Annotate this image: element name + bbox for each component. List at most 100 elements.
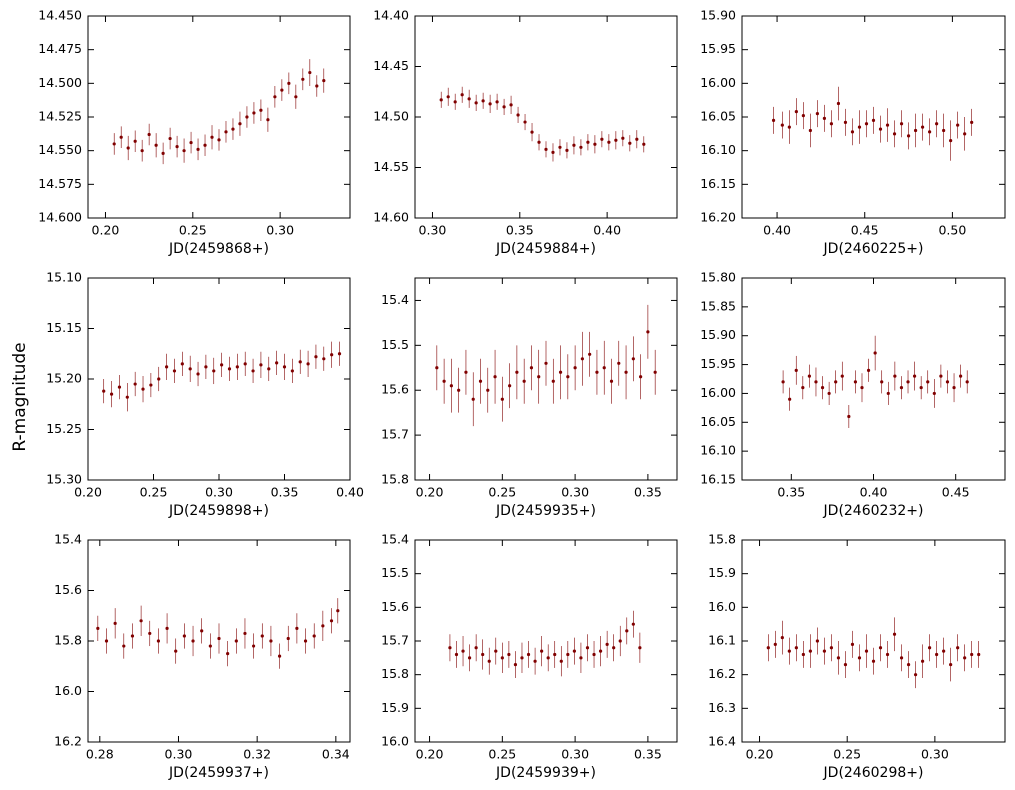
y-tick-label: 16.4 xyxy=(708,734,736,749)
axes-frame xyxy=(741,539,1006,743)
data-point xyxy=(306,362,310,366)
data-point xyxy=(234,639,238,643)
data-point xyxy=(165,365,169,369)
y-tick-label: 16.10 xyxy=(700,443,736,458)
x-tick-label: 0.35 xyxy=(506,223,534,238)
data-point xyxy=(544,361,548,365)
data-point xyxy=(566,375,570,379)
data-point xyxy=(449,384,453,388)
y-tick-label: 15.9 xyxy=(381,700,409,715)
data-point xyxy=(217,636,221,641)
x-tick-label: 0.40 xyxy=(763,223,791,238)
data-point xyxy=(282,365,287,369)
y-tick-label: 14.575 xyxy=(38,176,82,191)
data-point xyxy=(329,619,334,623)
y-tick-label: 15.8 xyxy=(381,666,409,681)
data-point xyxy=(290,369,294,373)
y-tick-label: 15.4 xyxy=(54,532,82,547)
data-point xyxy=(147,132,151,137)
data-point xyxy=(295,626,299,630)
data-point xyxy=(303,639,308,643)
data-point xyxy=(251,369,255,373)
data-point xyxy=(204,365,208,369)
axes-frame xyxy=(87,15,351,219)
data-point xyxy=(161,151,165,155)
data-point xyxy=(638,646,642,650)
data-point xyxy=(508,384,512,388)
data-point xyxy=(906,662,911,667)
data-point xyxy=(448,646,452,650)
data-point xyxy=(126,146,130,150)
y-tick-label: 14.50 xyxy=(373,109,409,124)
data-point xyxy=(766,646,770,650)
data-point xyxy=(843,120,848,124)
data-point xyxy=(773,642,777,646)
data-point xyxy=(530,130,534,134)
data-point xyxy=(238,122,242,126)
x-axis-label: JD(2460225+) xyxy=(823,241,924,257)
data-point xyxy=(906,380,910,384)
data-point xyxy=(565,148,569,152)
data-point xyxy=(544,147,548,151)
y-tick-label: 16.0 xyxy=(381,734,409,749)
data-point xyxy=(442,379,446,383)
data-point xyxy=(573,366,577,370)
data-point xyxy=(932,391,936,396)
data-point xyxy=(217,138,221,142)
y-tick-label: 15.4 xyxy=(381,532,409,547)
y-tick-label: 15.8 xyxy=(381,472,409,487)
data-point xyxy=(787,649,791,653)
data-point xyxy=(533,659,537,663)
data-point xyxy=(624,370,628,374)
data-point xyxy=(942,128,946,133)
data-point xyxy=(588,352,592,356)
data-point xyxy=(808,649,812,653)
data-point xyxy=(607,140,611,144)
data-point xyxy=(273,95,277,99)
data-point xyxy=(836,101,841,106)
data-point xyxy=(860,386,864,390)
data-point xyxy=(598,649,603,653)
data-point xyxy=(500,397,504,401)
data-point xyxy=(808,128,812,133)
data-point xyxy=(259,363,263,367)
data-point xyxy=(140,149,144,153)
x-tick-label: 0.20 xyxy=(92,223,120,238)
x-tick-label: 0.40 xyxy=(593,223,621,238)
data-point xyxy=(850,642,855,646)
data-point xyxy=(471,397,475,401)
data-point xyxy=(252,644,256,648)
data-point xyxy=(467,656,472,660)
data-point xyxy=(801,652,805,657)
y-tick-label: 15.7 xyxy=(381,633,409,648)
y-tick-label: 15.90 xyxy=(700,8,736,23)
data-point xyxy=(558,370,563,374)
data-point xyxy=(892,632,897,636)
data-point xyxy=(970,120,974,124)
data-point xyxy=(96,626,100,630)
x-axis-label: JD(2459939+) xyxy=(495,765,596,781)
x-tick-label: 0.35 xyxy=(777,485,805,500)
x-axis-label: JD(2459868+) xyxy=(168,241,269,257)
data-point xyxy=(913,128,918,133)
data-point xyxy=(226,652,230,656)
y-tick-label: 15.10 xyxy=(46,270,82,285)
x-axis-label: JD(2460232+) xyxy=(823,503,924,519)
x-tick-label: 0.45 xyxy=(851,223,879,238)
data-point xyxy=(540,649,544,653)
data-point xyxy=(526,652,531,657)
data-point xyxy=(154,143,158,147)
data-point xyxy=(321,624,325,628)
data-point xyxy=(559,659,563,663)
data-point xyxy=(912,374,917,378)
data-point xyxy=(631,357,635,361)
data-point xyxy=(457,388,461,392)
data-point xyxy=(880,380,884,384)
x-tick-label: 0.35 xyxy=(634,485,662,500)
data-point xyxy=(853,380,858,384)
data-point xyxy=(899,656,904,660)
data-point xyxy=(586,140,590,144)
data-point xyxy=(196,147,200,151)
data-point xyxy=(148,631,152,636)
data-point xyxy=(871,659,876,663)
